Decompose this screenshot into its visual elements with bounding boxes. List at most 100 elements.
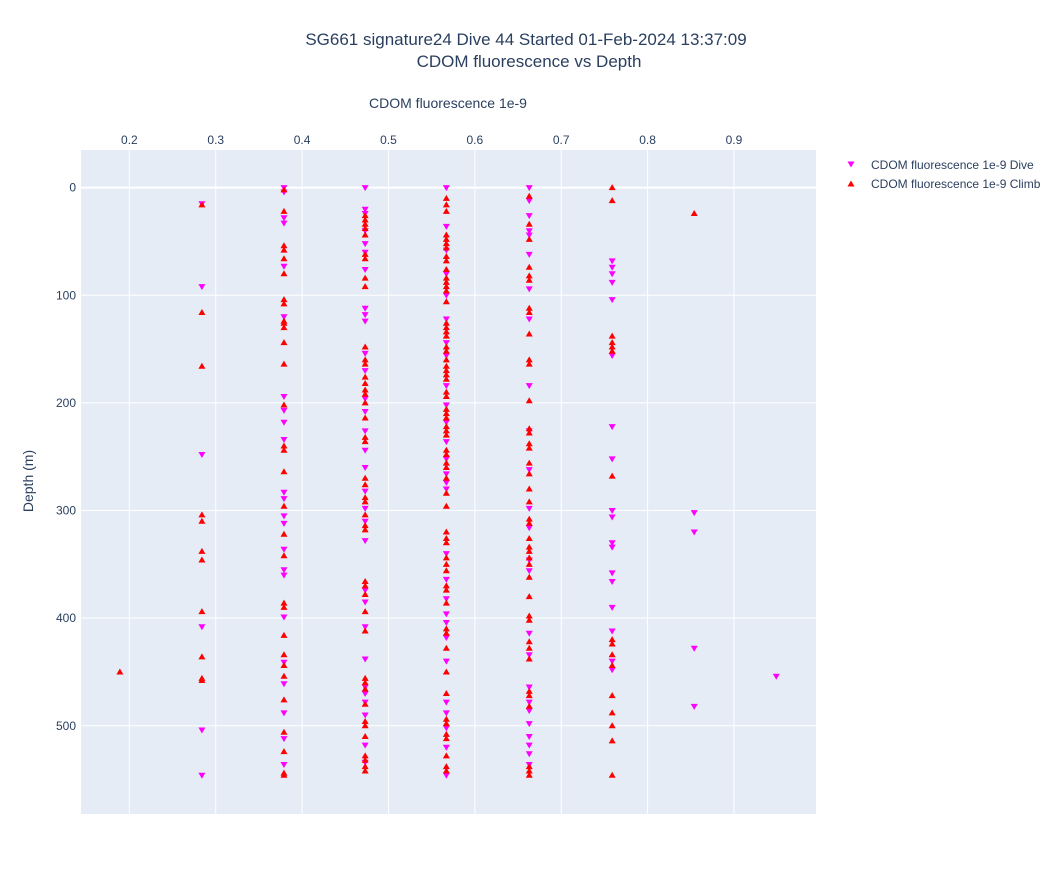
data-point: [442, 658, 450, 665]
data-point: [442, 253, 450, 260]
x-tick-label: 0.9: [726, 133, 743, 147]
data-point: [280, 339, 288, 346]
data-point: [442, 582, 450, 589]
data-point: [198, 608, 206, 615]
y-tick-label: 300: [56, 504, 76, 518]
data-point: [361, 511, 369, 518]
data-point: [442, 480, 450, 487]
data-point: [690, 209, 698, 216]
data-point: [442, 265, 450, 272]
data-point: [442, 340, 450, 347]
data-point: [608, 472, 616, 479]
data-point: [442, 244, 450, 251]
data-point: [442, 752, 450, 759]
data-point: [442, 528, 450, 535]
data-point: [525, 767, 533, 774]
data-point: [608, 264, 616, 271]
data-point: [280, 614, 288, 621]
x-tick-label: 0.7: [553, 133, 570, 147]
data-point: [280, 661, 288, 668]
data-point: [198, 653, 206, 660]
legend[interactable]: CDOM fluorescence 1e-9 Dive CDOM fluores…: [847, 158, 1041, 191]
data-point: [442, 576, 450, 583]
data-point: [280, 603, 288, 610]
data-point: [525, 429, 533, 436]
data-point: [442, 629, 450, 636]
data-point: [361, 225, 369, 232]
data-point: [442, 316, 450, 323]
data-point: [608, 424, 616, 431]
data-point: [198, 727, 206, 734]
data-point: [525, 652, 533, 659]
data-point: [442, 763, 450, 770]
data-point: [442, 419, 450, 426]
data-point: [280, 393, 288, 400]
data-point: [525, 356, 533, 363]
data-point: [608, 343, 616, 350]
data-point: [280, 220, 288, 227]
y-tick-label: 500: [56, 719, 76, 733]
data-point: [361, 414, 369, 421]
data-point: [525, 228, 533, 235]
data-point: [608, 667, 616, 674]
data-point: [608, 456, 616, 463]
data-point: [442, 560, 450, 567]
legend-item-climb[interactable]: CDOM fluorescence 1e-9 Climb: [847, 177, 1041, 191]
legend-item-dive[interactable]: CDOM fluorescence 1e-9 Dive: [847, 158, 1035, 172]
data-point: [361, 250, 369, 257]
data-point: [442, 772, 450, 779]
data-point: [608, 570, 616, 577]
data-point: [280, 246, 288, 253]
data-point: [361, 266, 369, 273]
data-point: [772, 673, 780, 680]
data-point: [280, 520, 288, 527]
data-point: [525, 638, 533, 645]
data-point: [442, 324, 450, 331]
data-point: [442, 611, 450, 618]
x-tick-label: 0.8: [639, 133, 656, 147]
data-point: [442, 375, 450, 382]
data-point: [525, 534, 533, 541]
data-point: [361, 518, 369, 525]
data-point: [525, 763, 533, 770]
data-point: [608, 658, 616, 665]
data-point: [442, 489, 450, 496]
data-point: [280, 263, 288, 270]
x-tick-label: 0.4: [294, 133, 311, 147]
data-point: [280, 296, 288, 303]
data-point: [198, 201, 206, 208]
data-point: [442, 625, 450, 632]
data-point: [525, 554, 533, 561]
data-point: [361, 526, 369, 533]
data-point: [525, 459, 533, 466]
chart-subtitle: CDOM fluorescence vs Depth: [417, 52, 642, 71]
data-point: [361, 679, 369, 686]
y-tick-label: 0: [69, 181, 76, 195]
data-point: [198, 547, 206, 554]
data-point: [442, 744, 450, 751]
data-point: [608, 258, 616, 265]
data-point: [442, 644, 450, 651]
data-point: [361, 386, 369, 393]
data-point: [442, 474, 450, 481]
data-point: [361, 481, 369, 488]
data-point: [442, 551, 450, 558]
data-point: [442, 231, 450, 238]
data-point: [442, 367, 450, 374]
data-point: [198, 624, 206, 631]
data-point: [608, 271, 616, 278]
data-point: [280, 360, 288, 367]
data-point: [442, 343, 450, 350]
data-point: [361, 522, 369, 529]
data-point: [361, 399, 369, 406]
data-point: [608, 661, 616, 668]
data-point: [442, 410, 450, 417]
data-point: [361, 220, 369, 227]
data-point: [361, 498, 369, 505]
data-point: [198, 677, 206, 684]
data-point: [361, 212, 369, 219]
data-point: [525, 568, 533, 575]
data-point: [442, 735, 450, 742]
data-point: [361, 488, 369, 495]
data-point: [361, 447, 369, 454]
